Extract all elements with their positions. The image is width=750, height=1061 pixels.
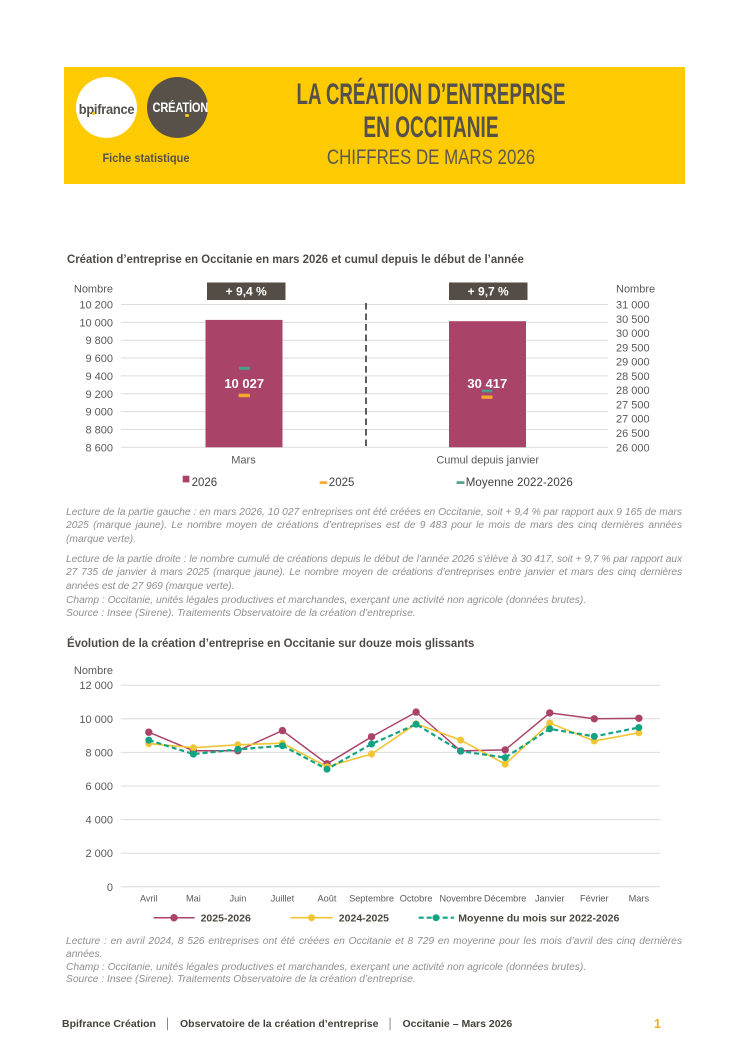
svg-text:28 000: 28 000 xyxy=(616,385,650,397)
svg-text:30 500: 30 500 xyxy=(616,314,650,326)
svg-text:2025-2026: 2025-2026 xyxy=(201,913,251,925)
svg-text:29 000: 29 000 xyxy=(616,357,650,369)
svg-text:27 500: 27 500 xyxy=(616,399,650,411)
svg-text:9 000: 9 000 xyxy=(85,407,113,419)
svg-text:10 027: 10 027 xyxy=(224,376,264,391)
svg-text:9 600: 9 600 xyxy=(85,353,113,365)
svg-text:4 000: 4 000 xyxy=(85,815,113,827)
svg-text:Moyenne 2022-2026: Moyenne 2022-2026 xyxy=(466,477,573,489)
svg-text:8 000: 8 000 xyxy=(85,747,113,759)
svg-text:+ 9,4 %: + 9,4 % xyxy=(226,285,267,299)
svg-text:2024-2025: 2024-2025 xyxy=(339,913,389,925)
svg-text:8 800: 8 800 xyxy=(85,424,113,436)
svg-text:10 000: 10 000 xyxy=(79,714,113,726)
svg-text:Mai: Mai xyxy=(186,894,201,904)
svg-text:30 000: 30 000 xyxy=(616,328,650,340)
svg-text:2026: 2026 xyxy=(192,477,218,489)
svg-text:26 000: 26 000 xyxy=(616,442,650,454)
svg-text:31 000: 31 000 xyxy=(616,300,650,312)
svg-text:30 417: 30 417 xyxy=(467,376,507,391)
svg-text:Novembre: Novembre xyxy=(439,894,481,904)
svg-text:26 500: 26 500 xyxy=(616,428,650,440)
svg-text:2 000: 2 000 xyxy=(85,848,113,860)
svg-text:Février: Février xyxy=(580,894,609,904)
svg-text:12 000: 12 000 xyxy=(79,680,113,692)
svg-text:Janvier: Janvier xyxy=(535,894,565,904)
svg-text:Décembre: Décembre xyxy=(484,894,526,904)
svg-text:9 400: 9 400 xyxy=(85,371,113,383)
svg-text:6 000: 6 000 xyxy=(85,781,113,793)
svg-text:Mars: Mars xyxy=(231,455,256,467)
svg-text:Juin: Juin xyxy=(229,894,246,904)
svg-text:Juillet: Juillet xyxy=(271,894,295,904)
svg-text:27 000: 27 000 xyxy=(616,414,650,426)
svg-text:Mars: Mars xyxy=(629,894,650,904)
svg-text:Nombre: Nombre xyxy=(74,665,113,677)
svg-text:8 600: 8 600 xyxy=(85,442,113,454)
svg-text:10 000: 10 000 xyxy=(79,317,113,329)
svg-text:0: 0 xyxy=(107,882,113,894)
svg-text:10 200: 10 200 xyxy=(79,300,113,312)
svg-text:Août: Août xyxy=(318,894,337,904)
svg-text:29 500: 29 500 xyxy=(616,342,650,354)
svg-text:Moyenne du mois sur 2022-2026: Moyenne du mois sur 2022-2026 xyxy=(458,913,619,925)
svg-text:Cumul depuis janvier: Cumul depuis janvier xyxy=(436,455,539,467)
svg-text:Nombre: Nombre xyxy=(616,284,655,296)
svg-text:Nombre: Nombre xyxy=(74,284,113,296)
svg-text:28 500: 28 500 xyxy=(616,371,650,383)
svg-text:Avril: Avril xyxy=(140,894,158,904)
svg-text:Octobre: Octobre xyxy=(400,894,433,904)
svg-text:+ 9,7 %: + 9,7 % xyxy=(468,285,509,299)
svg-text:2025: 2025 xyxy=(329,477,355,489)
svg-text:9 800: 9 800 xyxy=(85,335,113,347)
svg-text:Septembre: Septembre xyxy=(349,894,394,904)
svg-text:9 200: 9 200 xyxy=(85,389,113,401)
